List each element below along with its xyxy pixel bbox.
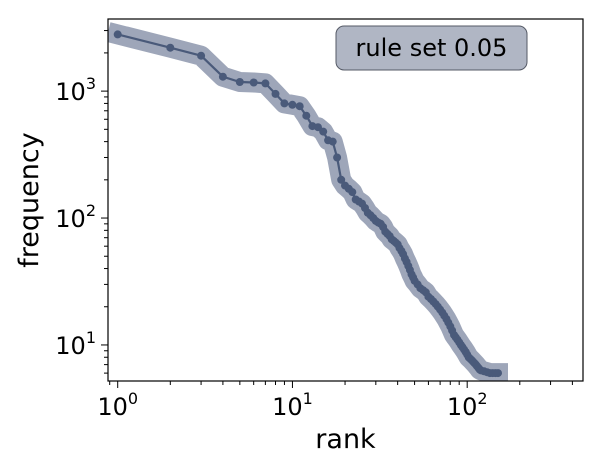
data-point: [218, 72, 227, 81]
data-point: [280, 99, 289, 108]
data-point: [271, 89, 280, 98]
data-point: [295, 102, 304, 111]
data-point: [328, 137, 337, 146]
data-point: [113, 30, 122, 39]
x-axis-label: rank: [315, 424, 376, 455]
y-tick-label: 103: [55, 74, 96, 106]
series-band: [108, 22, 508, 381]
x-tick-label: 100: [97, 389, 138, 421]
annotation-background: [335, 25, 528, 71]
data-point: [319, 127, 328, 136]
data-point: [249, 78, 258, 87]
data-point: [348, 188, 357, 197]
data-point: [166, 43, 175, 52]
y-tick-label: 102: [55, 201, 96, 233]
plot-area: [108, 22, 508, 381]
data-point: [288, 100, 297, 109]
data-point: [261, 79, 270, 88]
annotation-text: rule set 0.05: [356, 34, 508, 62]
data-point: [333, 153, 342, 162]
x-tick-label: 102: [447, 389, 488, 421]
data-point: [302, 111, 311, 120]
data-point: [235, 78, 244, 86]
x-tick-label: 101: [272, 389, 313, 421]
data-point: [494, 369, 502, 378]
y-axis-label: frequency: [14, 132, 45, 267]
data-point: [197, 51, 206, 60]
data-point: [337, 175, 346, 184]
data-point: [314, 123, 322, 132]
annotation-box: rule set 0.05: [335, 25, 528, 71]
y-tick-label: 101: [55, 328, 96, 360]
